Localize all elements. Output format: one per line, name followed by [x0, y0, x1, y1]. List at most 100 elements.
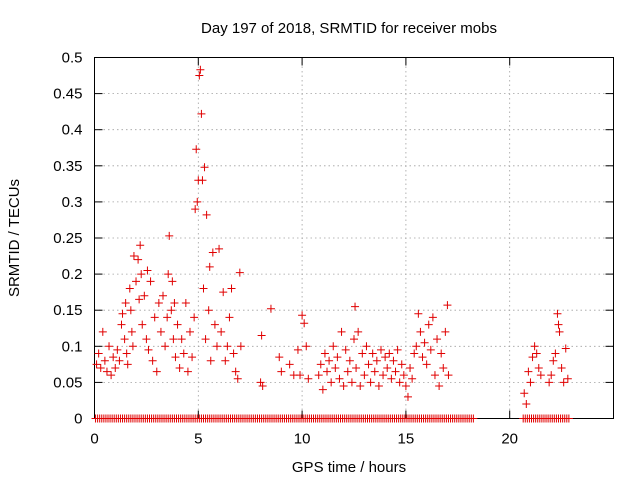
data-point	[435, 382, 444, 391]
data-point	[107, 371, 116, 380]
data-point	[337, 327, 346, 336]
data-point	[121, 298, 130, 307]
data-point	[374, 382, 383, 391]
data-point	[335, 374, 344, 383]
data-points	[91, 65, 573, 423]
data-point	[204, 306, 213, 315]
y-tick-label: 0.35	[53, 158, 82, 175]
data-point	[217, 327, 226, 336]
data-point	[235, 268, 244, 277]
data-point	[437, 349, 446, 358]
data-point	[424, 320, 433, 329]
data-point	[109, 353, 118, 362]
data-point	[190, 313, 199, 322]
data-point	[366, 378, 375, 387]
data-point	[127, 327, 136, 336]
data-point	[545, 378, 554, 387]
x-tick-label: 20	[501, 431, 518, 448]
data-point	[320, 349, 329, 358]
data-point	[137, 270, 146, 279]
data-point	[205, 262, 214, 271]
data-point	[520, 389, 529, 398]
data-point	[383, 363, 392, 372]
y-tick-label: 0.3	[62, 194, 83, 211]
data-point	[399, 371, 408, 380]
data-point	[143, 266, 152, 275]
data-point	[406, 363, 415, 372]
data-point	[111, 363, 120, 372]
y-tick-label: 0.25	[53, 230, 82, 247]
data-point	[94, 349, 103, 358]
data-point	[199, 284, 208, 293]
data-point	[188, 353, 197, 362]
data-point	[201, 335, 210, 344]
data-point	[345, 356, 354, 365]
data-point	[389, 356, 398, 365]
y-tick-label: 0.1	[62, 338, 83, 355]
data-point	[534, 363, 543, 372]
data-point	[170, 298, 179, 307]
data-point	[563, 374, 572, 383]
grid-layer	[94, 57, 614, 419]
data-point	[202, 210, 211, 219]
x-tick-label: 15	[398, 431, 415, 448]
data-point	[163, 313, 172, 322]
data-point	[165, 231, 174, 240]
data-point	[154, 298, 163, 307]
data-point	[215, 244, 224, 253]
data-point	[391, 367, 400, 376]
data-point	[266, 304, 275, 313]
data-point	[219, 288, 228, 297]
data-point	[555, 327, 564, 336]
data-point	[536, 371, 545, 380]
data-point	[443, 301, 452, 310]
zero-point	[469, 414, 478, 423]
data-point	[397, 360, 406, 369]
data-point	[530, 342, 539, 351]
data-point	[96, 363, 105, 372]
chart-title: Day 197 of 2018, SRMTID for receiver mob…	[201, 20, 497, 37]
x-tick-label: 10	[294, 431, 311, 448]
data-point	[277, 367, 286, 376]
data-point	[129, 252, 138, 261]
data-point	[426, 345, 435, 354]
data-point	[350, 335, 358, 344]
y-tick-label: 0.4	[62, 122, 83, 139]
data-point	[233, 374, 242, 383]
data-point	[128, 342, 137, 351]
data-point	[331, 363, 340, 372]
x-axis-title: GPS time / hours	[292, 459, 406, 476]
data-point	[393, 345, 402, 354]
y-tick-label: 0	[74, 411, 82, 428]
data-point	[414, 309, 423, 318]
data-point	[122, 349, 131, 358]
data-point	[549, 356, 558, 365]
data-point	[179, 349, 188, 358]
data-point	[522, 400, 531, 409]
data-point	[420, 338, 429, 347]
data-point	[416, 327, 425, 336]
y-tick-label: 0.05	[53, 374, 82, 391]
data-point	[146, 277, 155, 286]
data-point	[229, 349, 238, 358]
data-point	[561, 344, 570, 353]
data-point	[125, 284, 134, 293]
y-axis-title: SRMTID / TECUs	[6, 179, 23, 297]
data-point	[387, 374, 396, 383]
data-point	[257, 331, 266, 340]
data-point	[100, 356, 109, 365]
data-point	[401, 382, 410, 391]
data-point	[441, 327, 450, 336]
data-point	[156, 327, 165, 336]
y-tick-label: 0.45	[53, 86, 82, 103]
data-point	[444, 371, 453, 380]
data-point	[136, 241, 145, 250]
data-point	[206, 356, 215, 365]
data-point	[117, 320, 126, 329]
data-point	[102, 367, 111, 376]
data-point	[140, 291, 149, 300]
data-point	[524, 367, 533, 376]
data-point	[164, 270, 173, 279]
data-point	[408, 374, 417, 383]
